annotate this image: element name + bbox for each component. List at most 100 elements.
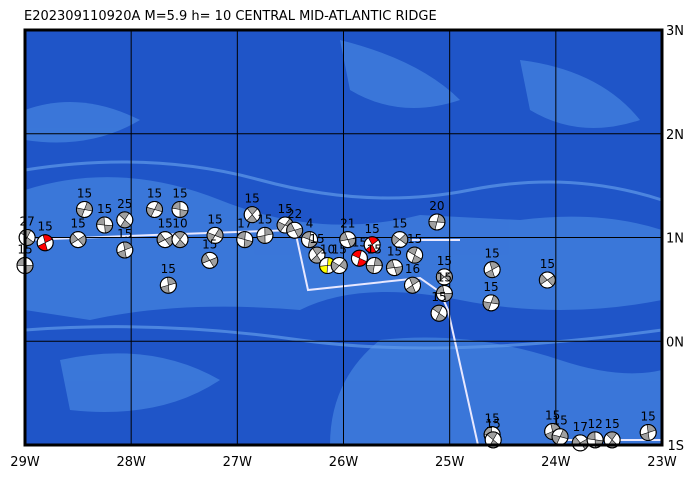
ball-outline <box>36 234 54 252</box>
focal-mechanism <box>156 231 174 249</box>
focal-mechanism <box>435 268 453 286</box>
ball-outline <box>406 246 424 264</box>
y-tick-label: 0N <box>666 335 684 350</box>
x-tick-label: 24W <box>541 455 571 470</box>
ball-outline <box>206 226 224 244</box>
ball-outline <box>339 231 357 249</box>
ball-outline <box>404 276 422 294</box>
focal-mechanism <box>538 271 556 289</box>
ball-outline <box>483 261 501 279</box>
y-tick-label: 1N <box>666 232 684 247</box>
x-tick-label: 29W <box>10 455 40 470</box>
focal-mechanism <box>36 234 54 252</box>
focal-mechanism <box>404 276 422 294</box>
depth-label: 15 <box>309 232 324 246</box>
focal-mechanism <box>365 257 383 275</box>
focal-mechanism <box>430 304 448 322</box>
frame <box>23 28 664 447</box>
ball-outline <box>159 276 177 294</box>
depth-label: 15 <box>352 235 367 249</box>
depth-label: 20 <box>429 199 444 213</box>
x-tick-label: 25W <box>435 455 465 470</box>
focal-mechanism <box>96 216 114 234</box>
ball-outline <box>430 304 448 322</box>
depth-label: 10 <box>320 243 335 257</box>
x-tick-label: 23W <box>647 455 677 470</box>
focal-mechanism <box>75 200 93 218</box>
map-title: E202309110920A M=5.9 h= 10 CENTRAL MID-A… <box>24 9 437 24</box>
ball-outline <box>146 200 164 218</box>
depth-label: 15 <box>245 192 260 206</box>
depth-label: 15 <box>97 202 112 216</box>
depth-label: 15 <box>77 186 92 200</box>
ball-outline <box>116 211 134 229</box>
focal-mechanism <box>171 200 189 218</box>
focal-mechanism <box>330 257 348 275</box>
ball-outline <box>603 431 621 449</box>
focal-mechanism <box>482 294 500 312</box>
focal-mechanism <box>391 231 409 249</box>
x-tick-label: 26W <box>329 455 359 470</box>
depth-label: 22 <box>287 207 302 221</box>
ball-outline <box>391 231 409 249</box>
ball-outline <box>301 231 319 249</box>
ball-outline <box>365 257 383 275</box>
focal-mechanism <box>201 251 219 269</box>
depth-label: 15 <box>365 222 380 236</box>
depth-label: 27 <box>19 215 34 229</box>
depth-label: 15 <box>486 417 501 431</box>
depth-label: 16 <box>405 262 420 276</box>
depth-label: 21 <box>340 217 355 231</box>
depth-label: 25 <box>117 197 132 211</box>
ball-outline <box>18 229 36 246</box>
ball-outline <box>116 241 134 259</box>
focal-mechanism <box>256 226 274 244</box>
focal-mechanism <box>146 200 164 218</box>
depth-label: 17 <box>573 420 588 434</box>
focal-mechanism <box>406 246 424 264</box>
ball-outline <box>538 271 556 289</box>
focal-mechanism <box>483 261 501 279</box>
focal-mechanism <box>243 206 261 224</box>
ball-outline <box>286 221 304 239</box>
depth-label: 15 <box>161 262 176 276</box>
x-tick-label: 28W <box>116 455 146 470</box>
depth-label: 15 <box>257 212 272 226</box>
ball-outline <box>435 285 453 303</box>
ball-outline <box>171 231 189 249</box>
depth-label: 15 <box>207 212 222 226</box>
ball-outline <box>236 231 254 249</box>
y-tick-label: 2N <box>666 128 684 143</box>
focal-mechanism <box>363 236 381 254</box>
depth-label: 15 <box>38 220 53 234</box>
depth-label: 12 <box>587 417 602 431</box>
ball-outline <box>428 213 446 231</box>
depth-label: 15 <box>202 237 217 251</box>
depth-label: 15 <box>545 409 560 423</box>
focal-mechanism <box>639 424 657 442</box>
ball-outline <box>363 236 381 254</box>
focal-mechanism <box>571 434 589 452</box>
focal-mechanism <box>206 226 224 244</box>
depth-label: 15 <box>540 257 555 271</box>
depth-label: 15 <box>117 227 132 241</box>
depth-label: 15 <box>387 245 402 259</box>
ball-outline <box>308 246 326 264</box>
y-tick-label: 1S <box>667 439 684 454</box>
focal-mechanism <box>116 211 134 229</box>
ball-outline <box>586 431 604 449</box>
depth-label: 15 <box>147 186 162 200</box>
depth-label: 15 <box>604 417 619 431</box>
y-tick-label: 3N <box>666 24 684 39</box>
focal-mechanism <box>435 285 453 303</box>
depth-label: 15 <box>157 217 172 231</box>
focal-mechanism <box>308 246 326 264</box>
ball-outline <box>69 231 87 249</box>
depth-label: 15 <box>483 280 498 294</box>
focal-mechanism <box>339 231 357 249</box>
ball-outline <box>482 294 500 312</box>
x-tick-label: 27W <box>223 455 253 470</box>
focal-mechanism <box>385 259 403 277</box>
depth-label: 15 <box>367 243 382 257</box>
